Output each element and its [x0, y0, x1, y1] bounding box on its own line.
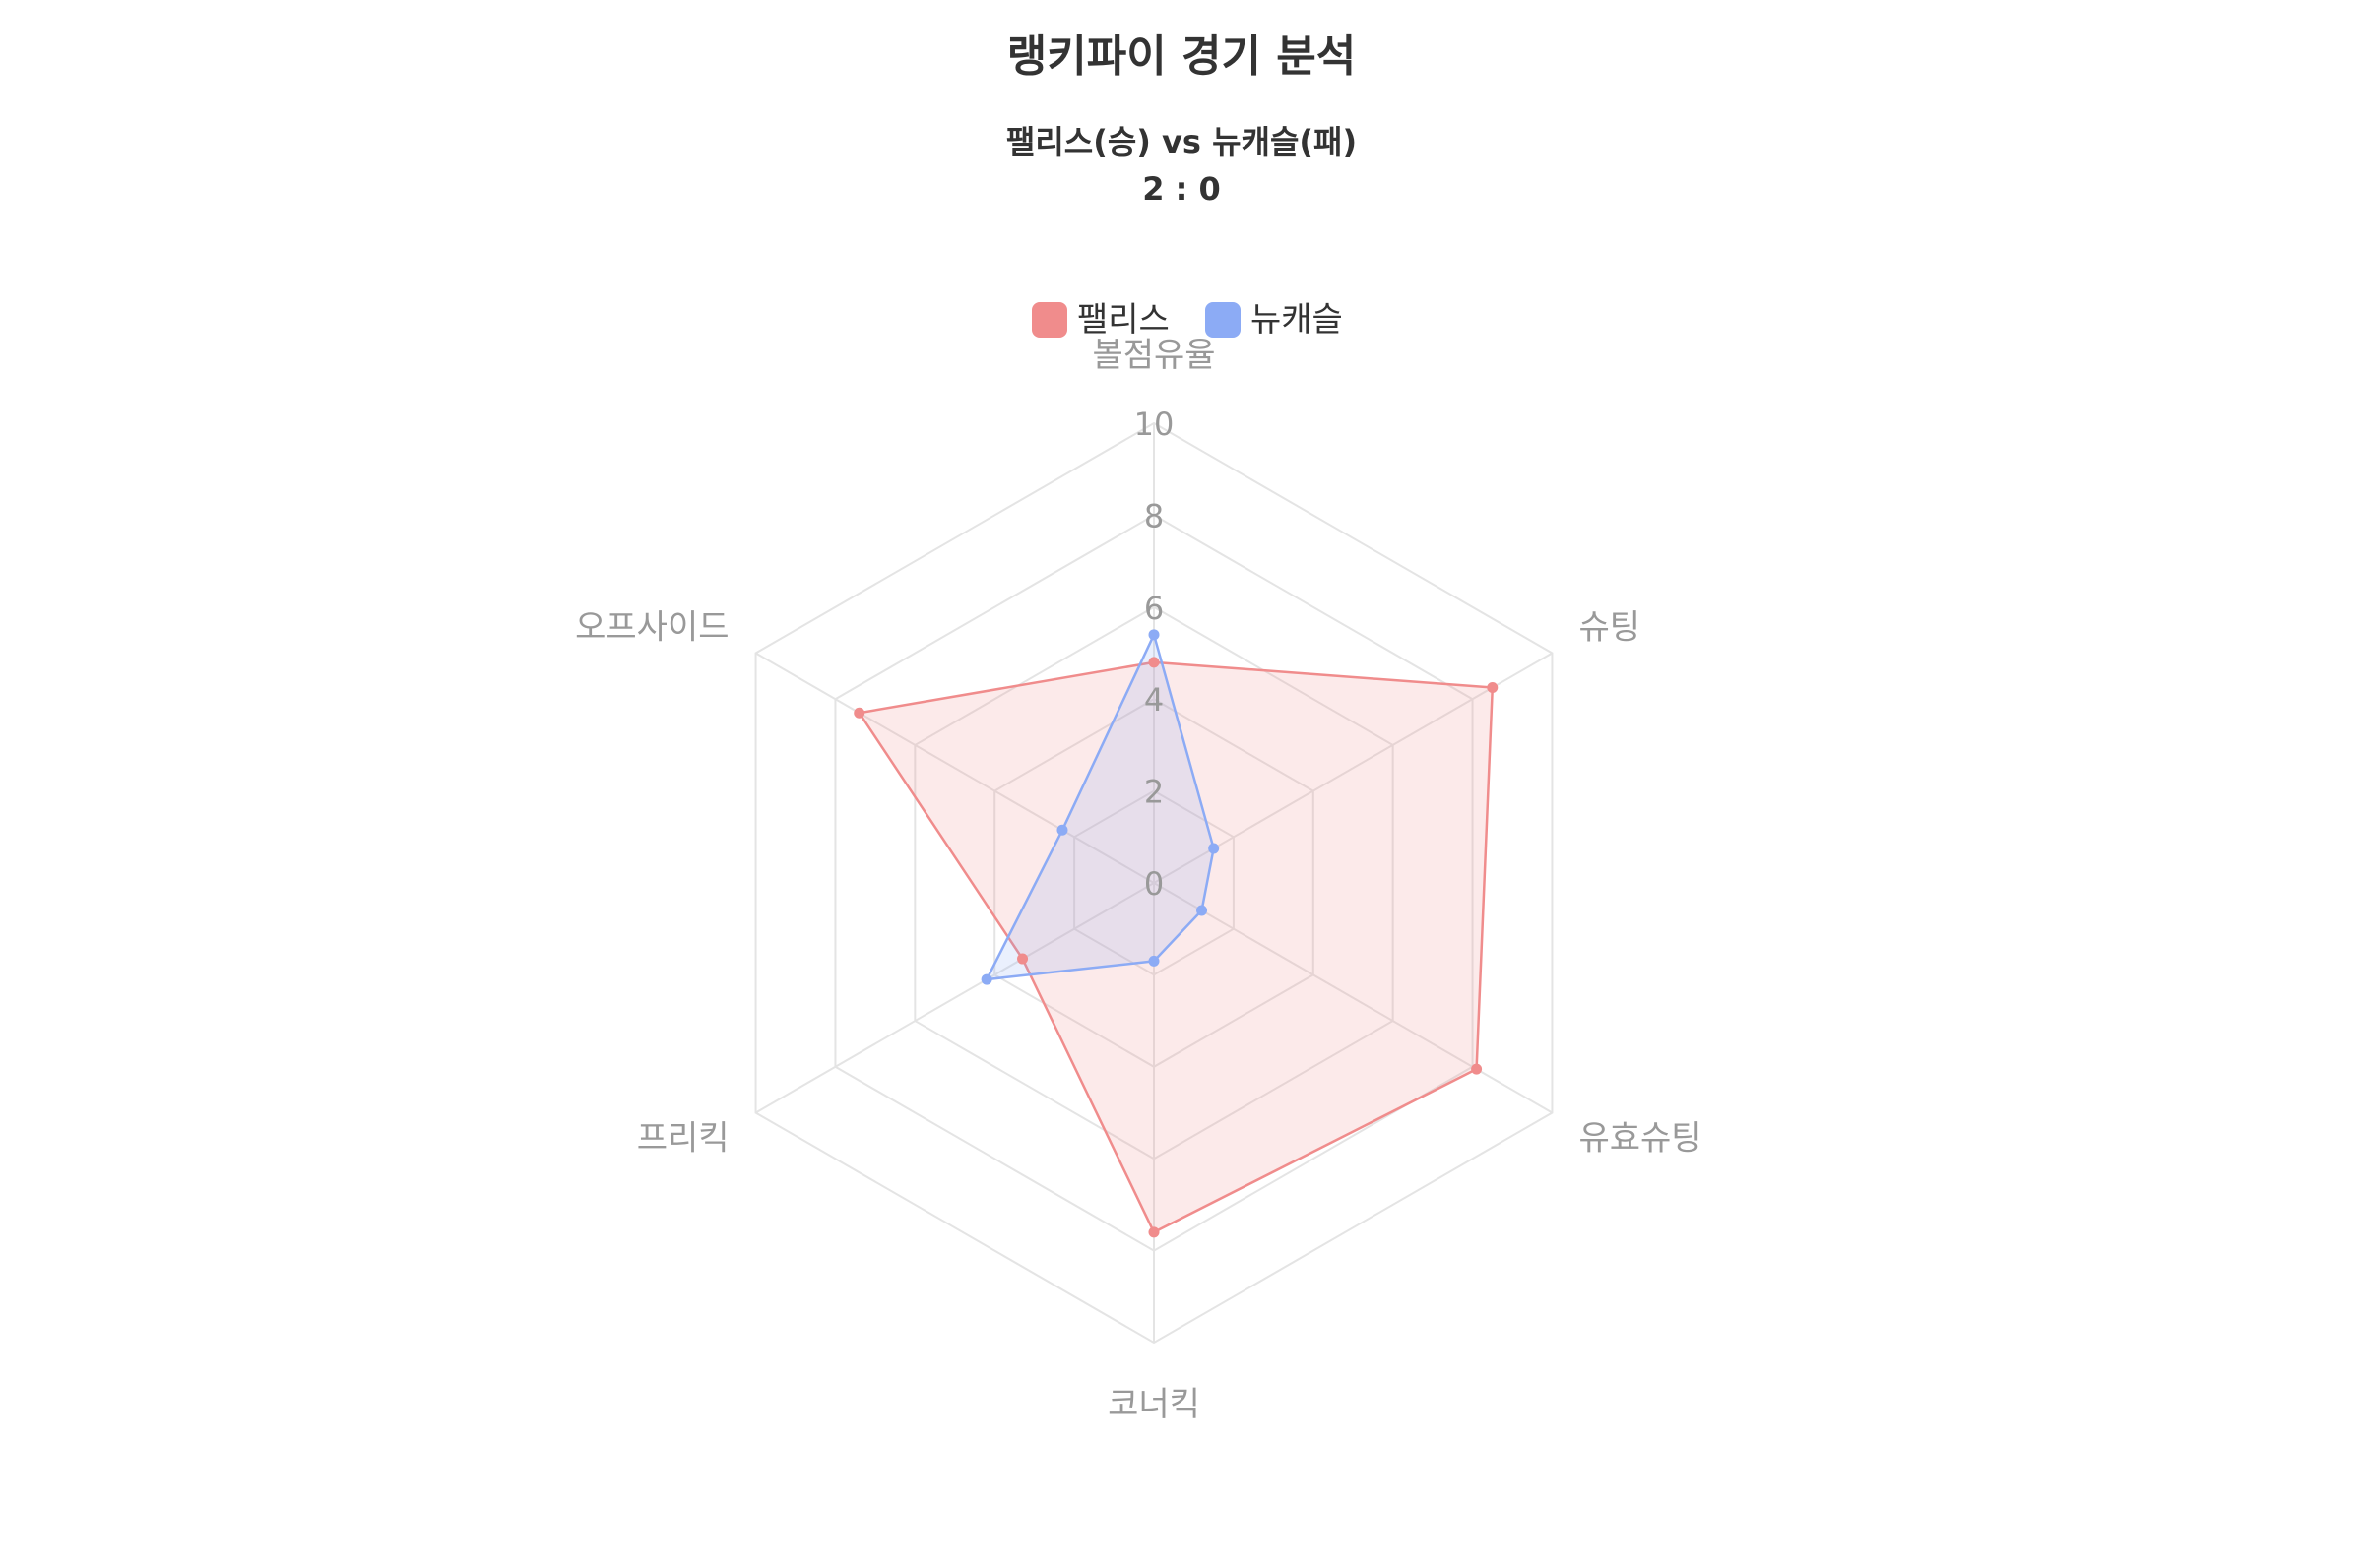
series-point-1 [1017, 953, 1029, 965]
series-point-1 [1471, 1063, 1483, 1075]
axis-label: 프리킥 [637, 1119, 730, 1159]
tick-label: 8 [1144, 497, 1164, 534]
series-point-2 [1056, 824, 1068, 836]
series-point-2 [981, 973, 992, 985]
axis-label: 유효슈팅 [1578, 1119, 1701, 1159]
series-point-2 [1208, 843, 1220, 854]
tick-labels: 0 2 4 6 8 10 [1134, 406, 1175, 903]
tick-label: 4 [1144, 681, 1164, 719]
tick-label: 10 [1134, 406, 1175, 443]
series-point-2 [1148, 955, 1160, 967]
grid-spoke [755, 652, 1155, 884]
tick-label: 6 [1144, 590, 1164, 627]
tick-label: 0 [1144, 865, 1164, 903]
tick-label: 2 [1144, 774, 1164, 811]
radar-grid [754, 421, 1554, 1345]
chart-subtitle-score: 2 : 0 [1142, 170, 1221, 208]
series-point-1 [1148, 1226, 1160, 1238]
series-point-2 [1148, 629, 1160, 641]
axis-label: 오프사이드 [575, 608, 729, 648]
axis-label: 코너킥 [1108, 1385, 1200, 1424]
axis-label: 볼점유율 [1092, 336, 1215, 375]
grid-spoke [1153, 882, 1553, 1114]
axis-label: 슈팅 [1578, 608, 1640, 648]
chart-subtitle-teams: 팰리스(승) vs 뉴캐슬(패) [1006, 123, 1357, 160]
legend-label-1: 팰리스 [1077, 300, 1170, 340]
legend-swatch-1 [1032, 302, 1067, 338]
legend-label-2: 뉴캐슬 [1250, 300, 1343, 340]
series-point-1 [854, 707, 865, 719]
series-point-2 [1196, 905, 1208, 916]
legend-swatch-2 [1205, 302, 1241, 338]
series-layer [854, 629, 1499, 1238]
series-point-1 [1148, 657, 1160, 668]
grid-spoke [1153, 652, 1553, 884]
series-point-1 [1487, 682, 1499, 694]
legend: 팰리스 뉴캐슬 [1032, 300, 1343, 340]
chart-title: 랭키파이 경기 분석 [1007, 31, 1356, 82]
grid-spoke [755, 882, 1155, 1114]
